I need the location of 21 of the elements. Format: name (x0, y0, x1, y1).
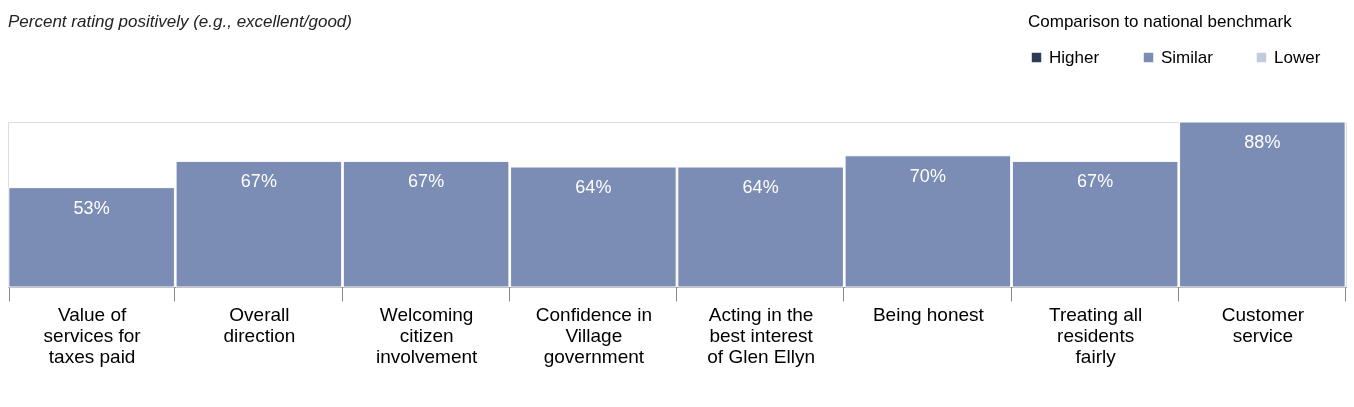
x-tick-label: Overall direction (223, 303, 296, 346)
x-tick-label: Acting in the best interest of Glen Ellyn (707, 303, 815, 367)
legend-label: Similar (1161, 47, 1214, 67)
x-tick-label: Welcoming citizen involvement (375, 303, 479, 367)
data-label: 70% (909, 165, 946, 186)
x-tick-label: Value of services for taxes paid (43, 303, 142, 367)
data-label: 53% (73, 197, 110, 218)
legend-title: Comparison to national benchmark (1028, 12, 1293, 31)
x-tick-label: Customer service (1221, 303, 1305, 346)
data-label: 67% (1077, 171, 1114, 192)
x-tick-label: Being honest (872, 303, 985, 325)
data-label: 67% (408, 171, 445, 192)
chart-title: Percent rating positively (e.g., excellent/good) (8, 12, 352, 31)
legend-label: Higher (1049, 47, 1100, 67)
x-tick-label: Treating all residents fairly (1048, 303, 1143, 367)
data-label: 64% (575, 177, 612, 197)
data-label: 67% (240, 171, 277, 192)
data-label: 88% (1244, 132, 1281, 152)
legend-label: Lower (1274, 47, 1321, 67)
x-tick-label: Confidence in Village government (535, 303, 652, 367)
data-label: 64% (742, 177, 779, 197)
